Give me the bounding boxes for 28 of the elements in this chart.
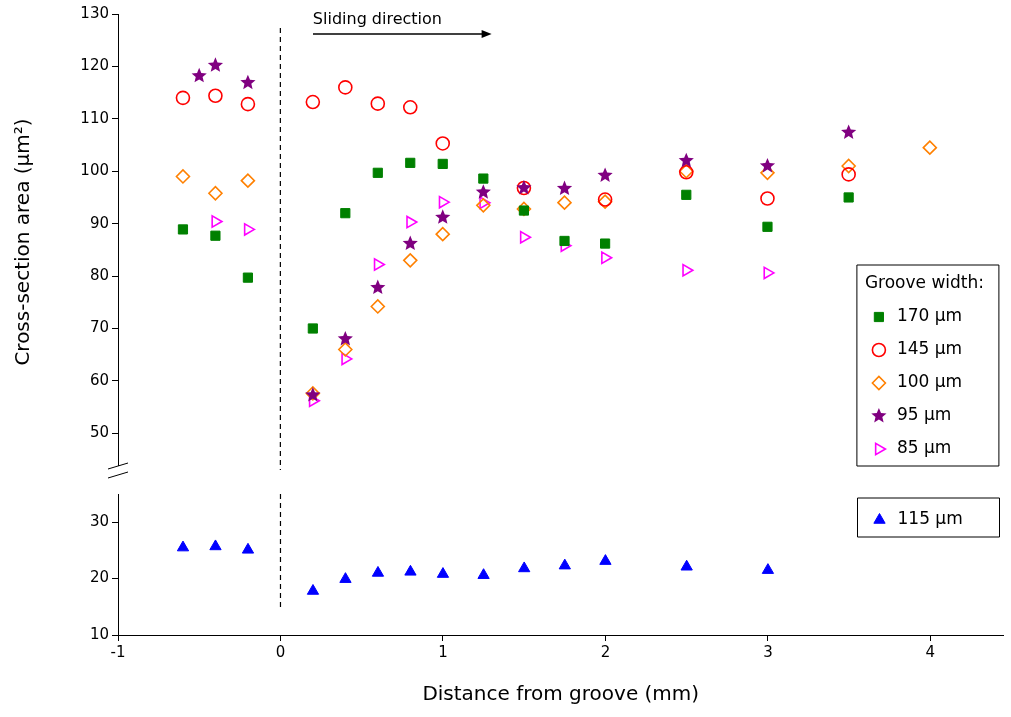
x-tick-label: 3 xyxy=(763,642,773,661)
y-tick-label: 10 xyxy=(89,624,109,643)
x-axis-title: Distance from groove (mm) xyxy=(422,681,700,706)
x-tick-label: 1 xyxy=(438,642,448,661)
x-tick-label: 4 xyxy=(925,642,936,661)
legend-label: 100 µm xyxy=(896,371,963,392)
legend-label: 85 µm xyxy=(896,437,952,458)
y-tick-label: 70 xyxy=(89,318,109,337)
legend-label: 115 µm xyxy=(897,508,963,529)
legend-label: 95 µm xyxy=(896,404,952,425)
y-tick-label: 50 xyxy=(89,423,109,442)
x-tick-label: -1 xyxy=(110,642,126,661)
y-tick-label: 20 xyxy=(89,568,109,587)
y-tick-label: 80 xyxy=(89,265,109,284)
legend-label: 145 µm xyxy=(896,338,963,359)
x-tick-label: 2 xyxy=(600,642,611,661)
y-tick-label: 60 xyxy=(89,370,109,389)
y-tick-label: 110 xyxy=(80,108,109,127)
x-tick-label: 0 xyxy=(275,642,286,661)
y-tick-label: 100 xyxy=(80,161,109,180)
y-tick-label: 130 xyxy=(80,3,109,22)
y-tick-label: 90 xyxy=(89,213,109,232)
annotation: Sliding direction xyxy=(312,9,442,29)
y-tick-label: 120 xyxy=(80,56,109,75)
y-tick-label: 30 xyxy=(89,512,109,531)
y-axis-title: Cross-section area (µm²) xyxy=(10,118,35,366)
legend-title: Groove width: xyxy=(864,272,985,293)
legend-label: 170 µm xyxy=(896,305,963,326)
